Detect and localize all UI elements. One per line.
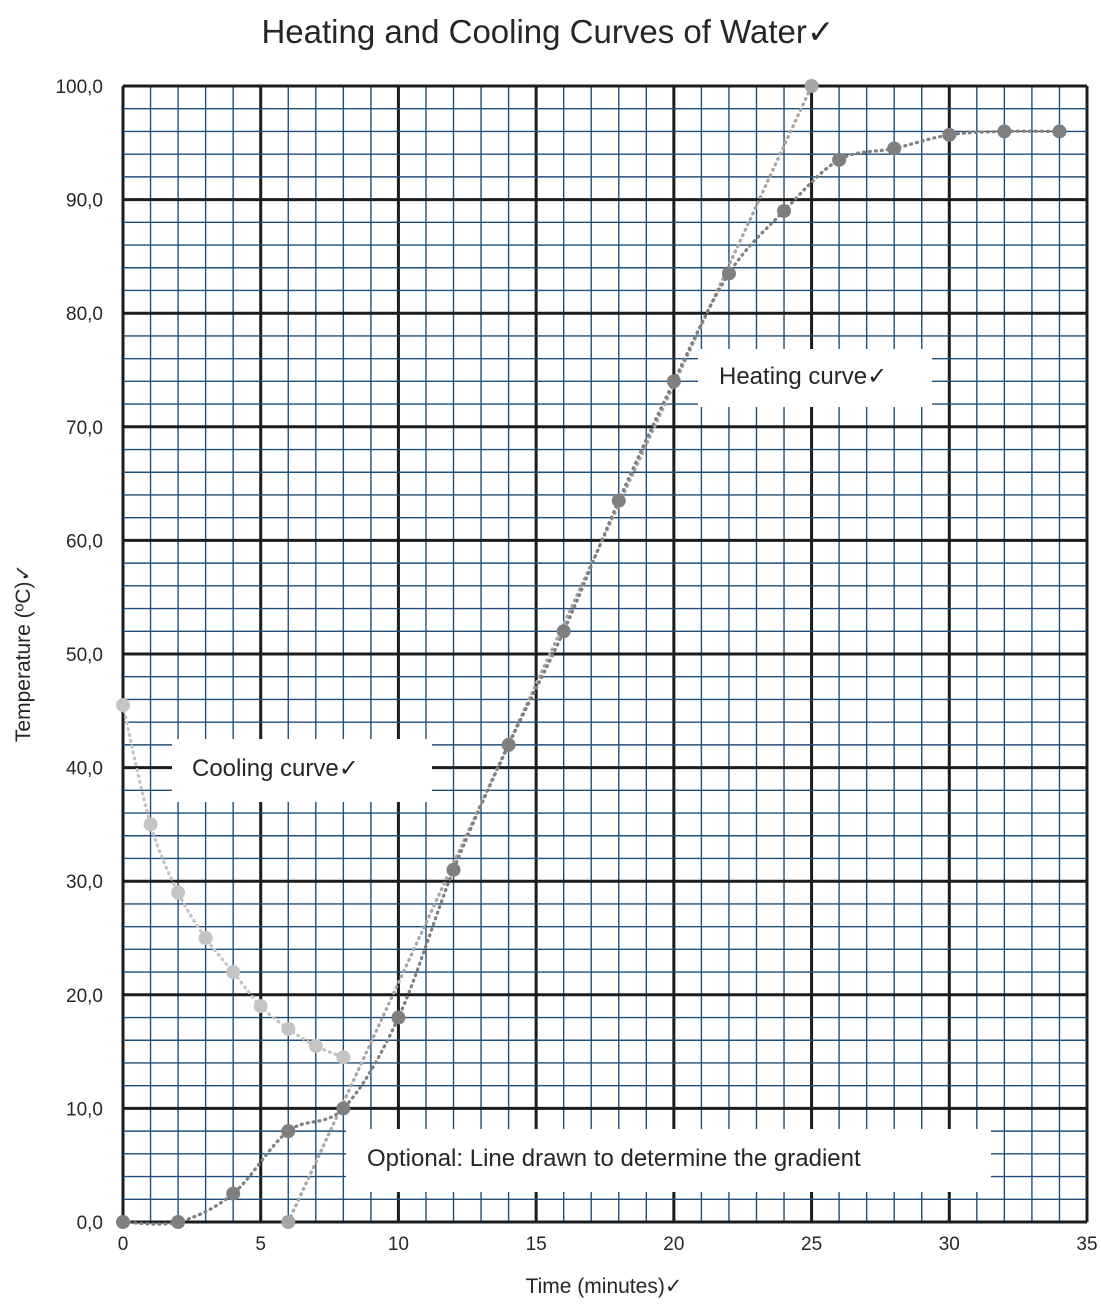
heating-trendline bbox=[121, 129, 1062, 1226]
y-tick-label: 70,0 bbox=[66, 418, 103, 439]
x-tick-label: 30 bbox=[939, 1234, 960, 1255]
x-tick-label: 0 bbox=[118, 1234, 129, 1255]
heating-data-point bbox=[336, 1101, 351, 1116]
heating-data-point bbox=[226, 1186, 241, 1201]
y-tick-label: 0,0 bbox=[77, 1213, 103, 1234]
heating-data-point bbox=[721, 266, 736, 281]
gradient-line-series bbox=[281, 79, 819, 1229]
gradient-line bbox=[286, 84, 814, 1224]
heating-data-point bbox=[997, 124, 1012, 139]
y-tick-label: 100,0 bbox=[55, 77, 103, 98]
heating-data-point bbox=[171, 1215, 186, 1229]
cooling-data-point bbox=[198, 931, 213, 945]
cooling-data-point bbox=[171, 885, 186, 900]
x-tick-label: 5 bbox=[255, 1234, 266, 1255]
x-tick-label: 25 bbox=[801, 1234, 822, 1255]
x-tick-label: 35 bbox=[1076, 1234, 1097, 1255]
y-tick-label: 30,0 bbox=[66, 872, 103, 893]
heating-data-point bbox=[501, 737, 516, 752]
y-axis-label: Temperature (ºC)✓ bbox=[12, 564, 35, 742]
heating-data-point bbox=[446, 862, 461, 877]
y-tick-label: 90,0 bbox=[66, 191, 103, 212]
y-tick-label: 50,0 bbox=[66, 645, 103, 666]
y-axis-ticks: 0,0 10,0 20,0 30,0 40,0 50,0 60,0 70,0 80,0 90,0 1… bbox=[55, 77, 103, 1234]
heating-data-point bbox=[777, 203, 792, 218]
gradient-note: Optional: Line drawn to determine the gr… bbox=[367, 1145, 861, 1172]
heating-data-point bbox=[942, 127, 957, 142]
heating-data-point bbox=[281, 1124, 296, 1139]
cooling-curve-series bbox=[116, 698, 351, 1065]
annotations: Heating curve✓ Cooling curve✓ Optional: … bbox=[172, 349, 991, 1192]
heating-data-point bbox=[391, 1010, 406, 1025]
x-axis-label: Time (minutes)✓ bbox=[526, 1275, 683, 1298]
x-tick-label: 10 bbox=[388, 1234, 409, 1255]
heating-data-point bbox=[666, 374, 681, 389]
y-tick-label: 40,0 bbox=[66, 759, 103, 780]
cooling-data-point bbox=[281, 1021, 296, 1036]
cooling-data-point bbox=[253, 999, 268, 1014]
heating-data-point bbox=[556, 624, 571, 639]
y-tick-label: 80,0 bbox=[66, 304, 103, 325]
heating-data-point bbox=[116, 1215, 130, 1229]
cooling-curve-label: Cooling curve✓ bbox=[192, 755, 359, 782]
cooling-data-point bbox=[336, 1050, 351, 1065]
cooling-label-box bbox=[172, 739, 432, 802]
cooling-data-point bbox=[116, 698, 130, 713]
heating-data-point bbox=[611, 493, 626, 508]
heating-curve-series bbox=[116, 124, 1067, 1229]
heating-label-box bbox=[698, 349, 932, 407]
heating-data-point bbox=[887, 141, 902, 156]
heating-curve-label: Heating curve✓ bbox=[719, 363, 887, 390]
cooling-data-point bbox=[308, 1038, 323, 1053]
y-tick-label: 10,0 bbox=[66, 1099, 103, 1120]
cooling-data-point bbox=[226, 965, 241, 980]
gradient-data-point bbox=[281, 1215, 296, 1229]
x-axis-ticks: 0 5 10 15 20 25 30 35 bbox=[118, 1234, 1098, 1255]
y-tick-label: 20,0 bbox=[66, 986, 103, 1007]
plot-grid bbox=[121, 84, 1089, 1224]
x-tick-label: 20 bbox=[663, 1234, 684, 1255]
gradient-note-box bbox=[346, 1129, 991, 1192]
gradient-data-point bbox=[804, 79, 819, 93]
cooling-data-point bbox=[143, 817, 158, 832]
heating-data-point bbox=[832, 152, 847, 167]
heating-data-point bbox=[1052, 124, 1067, 139]
y-tick-label: 60,0 bbox=[66, 531, 103, 552]
x-tick-label: 15 bbox=[526, 1234, 547, 1255]
chart-title: Heating and Cooling Curves of Water✓ bbox=[261, 13, 834, 50]
